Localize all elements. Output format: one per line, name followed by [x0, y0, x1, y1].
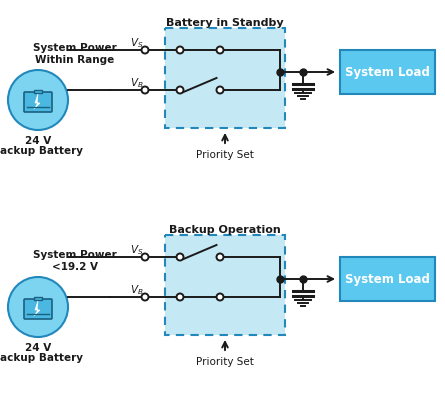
Text: Backup Battery: Backup Battery — [0, 353, 84, 363]
Polygon shape — [34, 301, 40, 316]
FancyBboxPatch shape — [24, 299, 52, 319]
Circle shape — [142, 47, 149, 53]
Text: <19.2 V: <19.2 V — [52, 262, 98, 272]
Text: Priority Set: Priority Set — [196, 150, 254, 160]
Circle shape — [8, 277, 68, 337]
Circle shape — [177, 254, 183, 261]
FancyBboxPatch shape — [340, 50, 435, 94]
FancyBboxPatch shape — [24, 92, 52, 112]
Circle shape — [142, 294, 149, 301]
Text: System Load: System Load — [345, 272, 430, 286]
Circle shape — [8, 70, 68, 130]
Text: Backup Battery: Backup Battery — [0, 146, 84, 156]
Text: $V_B$: $V_B$ — [130, 283, 144, 297]
Text: $V_S$: $V_S$ — [130, 36, 143, 50]
Text: 24 V: 24 V — [25, 343, 51, 353]
Circle shape — [142, 254, 149, 261]
FancyBboxPatch shape — [165, 235, 285, 335]
Circle shape — [142, 86, 149, 93]
Text: Battery in Standby: Battery in Standby — [166, 18, 284, 28]
FancyBboxPatch shape — [165, 28, 285, 128]
Circle shape — [177, 294, 183, 301]
Circle shape — [217, 254, 223, 261]
Text: Within Range: Within Range — [35, 55, 115, 65]
Text: $V_B$: $V_B$ — [130, 76, 144, 90]
Circle shape — [217, 47, 223, 53]
Bar — [34, 90, 42, 93]
Bar — [34, 297, 42, 300]
Circle shape — [217, 86, 223, 93]
Text: System Load: System Load — [345, 65, 430, 78]
Text: Priority Set: Priority Set — [196, 357, 254, 367]
FancyBboxPatch shape — [340, 257, 435, 301]
Text: System Power: System Power — [33, 250, 117, 260]
Text: 24 V: 24 V — [25, 136, 51, 146]
Text: Backup Operation: Backup Operation — [169, 225, 281, 235]
Text: System Power: System Power — [33, 43, 117, 53]
Circle shape — [177, 47, 183, 53]
Circle shape — [217, 294, 223, 301]
Circle shape — [177, 86, 183, 93]
Polygon shape — [34, 94, 40, 109]
Text: $V_S$: $V_S$ — [130, 243, 143, 257]
